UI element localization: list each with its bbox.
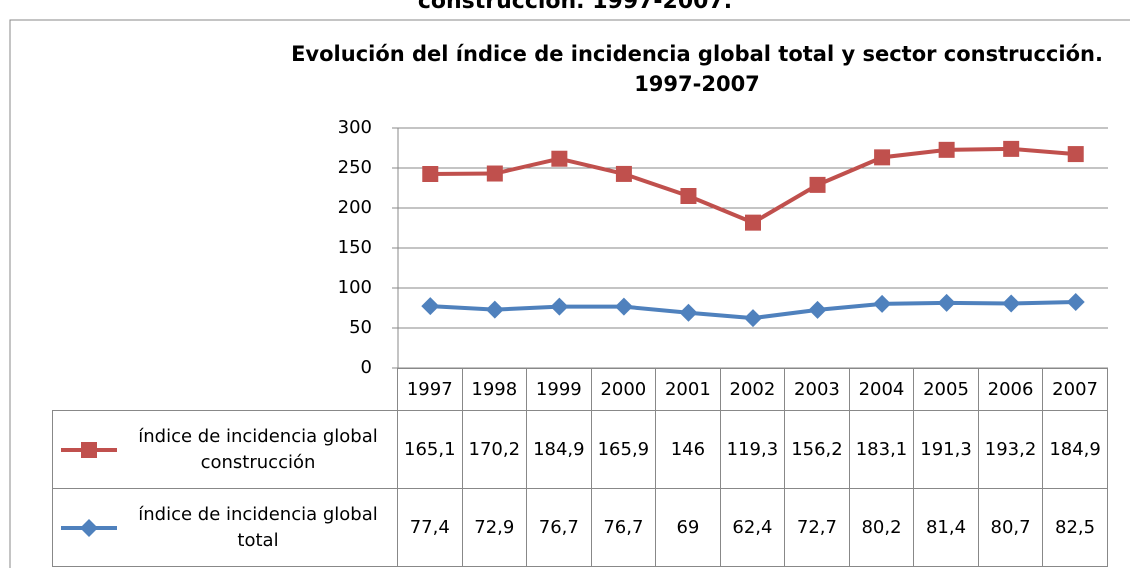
y-tick-label: 0 xyxy=(361,357,372,378)
marker xyxy=(81,441,97,458)
x-tick-label: 2007 xyxy=(1042,368,1108,411)
data-label: 183,1 xyxy=(848,410,915,489)
chart-title: Evolución del índice de incidencia globa… xyxy=(291,42,1103,66)
marker xyxy=(937,293,956,312)
marker xyxy=(422,166,439,182)
x-tick-label: 2003 xyxy=(784,368,850,411)
marker xyxy=(679,303,698,322)
chart-frame xyxy=(9,19,1130,568)
marker xyxy=(745,214,761,231)
legend-entry: índice de incidencia global construcción xyxy=(52,410,398,489)
marker xyxy=(614,297,633,316)
legend-marker xyxy=(61,441,117,458)
marker xyxy=(808,300,827,319)
table-header-row: 1997 1998 1999 2000 2001 2002 2003 2004 2005 2006… xyxy=(53,368,1108,411)
data-label: 72,7 xyxy=(784,488,850,567)
marker xyxy=(1003,140,1020,157)
data-label: 184,9 xyxy=(1042,410,1108,489)
marker xyxy=(809,176,826,193)
data-label: 191,3 xyxy=(913,410,979,489)
data-label: 69 xyxy=(655,488,721,567)
marker xyxy=(680,188,697,204)
data-label: 77,4 xyxy=(397,488,463,567)
legend-box: índice de incidencia global total xyxy=(53,502,397,554)
x-tick-label: 2001 xyxy=(655,368,721,411)
data-label: 80,7 xyxy=(977,488,1044,567)
series-line xyxy=(430,146,1076,225)
data-label: 76,7 xyxy=(590,488,657,567)
legend-entry: índice de incidencia global total xyxy=(52,488,398,567)
data-label: 81,4 xyxy=(913,488,979,567)
x-tick-label: 2004 xyxy=(848,368,915,411)
x-tick-label: 2002 xyxy=(719,368,786,411)
marker xyxy=(80,518,98,537)
marker xyxy=(1002,294,1021,313)
y-tick-label: 50 xyxy=(349,317,372,338)
y-tick-label: 200 xyxy=(338,197,372,218)
data-label: 184,9 xyxy=(526,410,592,489)
marker xyxy=(744,309,762,328)
data-label: 76,7 xyxy=(526,488,592,567)
data-label: 156,2 xyxy=(784,410,850,489)
data-label: 193,2 xyxy=(977,410,1044,489)
legend-marker xyxy=(61,518,117,537)
x-tick-label: 1999 xyxy=(526,368,592,411)
data-label: 165,1 xyxy=(397,410,463,489)
chart-title: 1997-2007 xyxy=(634,72,760,96)
table-row: índice de incidencia global total 77,4 72,… xyxy=(52,488,1108,567)
marker xyxy=(874,149,891,166)
data-label: 72,9 xyxy=(461,488,528,567)
table-corner xyxy=(53,369,398,411)
marker xyxy=(485,300,504,319)
y-tick-label: 100 xyxy=(338,277,372,298)
legend-box: índice de incidencia global construcción xyxy=(53,424,397,476)
table-row: índice de incidencia global construcción… xyxy=(52,410,1108,489)
x-tick-label: 1998 xyxy=(461,368,528,411)
marker xyxy=(550,297,569,316)
y-tick-label: 250 xyxy=(338,157,372,178)
marker xyxy=(938,141,955,158)
legend-label: índice de incidencia global construcción xyxy=(138,425,378,473)
x-tick-label: 2006 xyxy=(977,368,1044,411)
marker xyxy=(421,297,440,316)
data-table: 1997 1998 1999 2000 2001 2002 2003 2004 2005 2006… xyxy=(52,368,1108,567)
x-tick-label: 2000 xyxy=(590,368,657,411)
y-tick-label: 150 xyxy=(338,237,372,258)
marker xyxy=(486,165,503,182)
data-label: 82,5 xyxy=(1042,488,1108,567)
x-tick-label: 2005 xyxy=(913,368,979,411)
data-label: 170,2 xyxy=(461,410,528,489)
marker xyxy=(551,150,568,167)
data-label: 165,9 xyxy=(590,410,657,489)
x-tick-label: 1997 xyxy=(397,368,463,411)
marker xyxy=(615,165,632,182)
marker xyxy=(873,294,892,313)
legend-label: índice de incidencia global total xyxy=(138,503,378,551)
data-label: 119,3 xyxy=(719,410,786,489)
marker xyxy=(1067,146,1084,163)
marker xyxy=(1066,293,1085,311)
data-label: 62,4 xyxy=(719,488,786,567)
data-label: 80,2 xyxy=(848,488,915,567)
cropped-heading: construcción. 1997-2007. xyxy=(418,0,732,14)
data-label: 146 xyxy=(655,410,721,489)
y-tick-label: 300 xyxy=(338,117,372,138)
